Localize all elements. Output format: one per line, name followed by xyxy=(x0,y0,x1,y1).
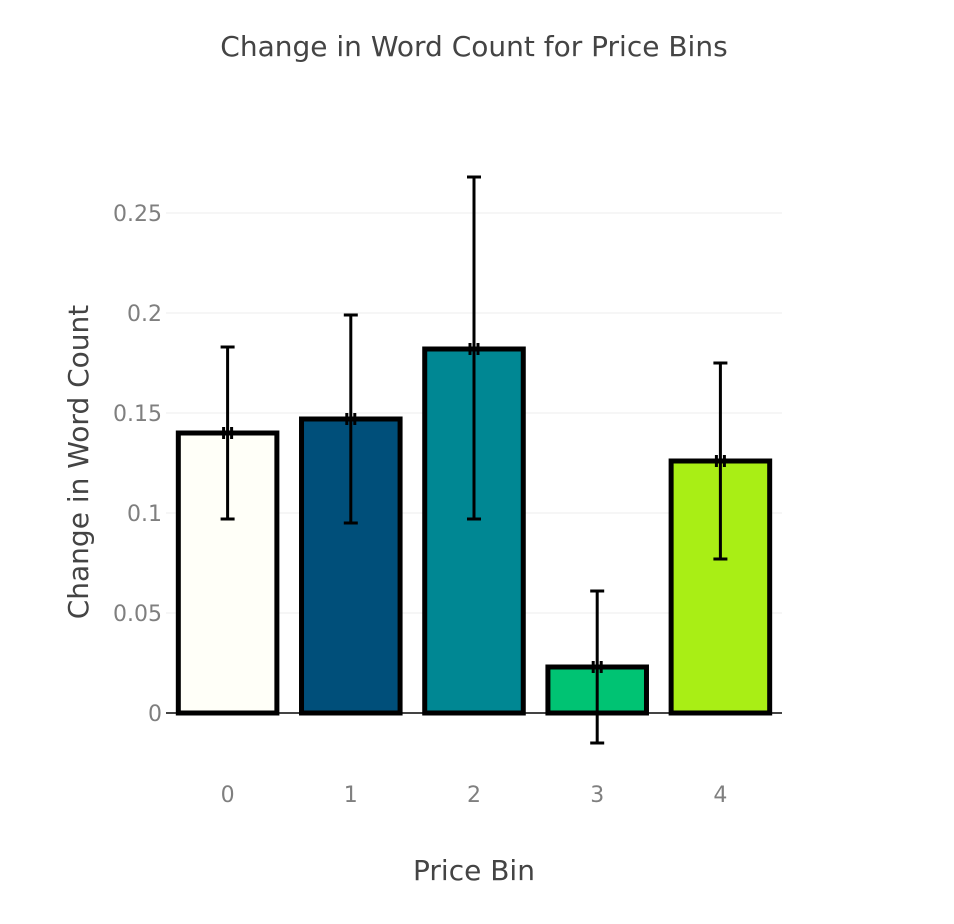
y-axis-ticks: 0 0.05 0.1 0.15 0.2 0.25 xyxy=(113,202,162,727)
x-tick-label: 2 xyxy=(467,783,481,808)
x-tick-label: 1 xyxy=(344,783,358,808)
x-tick-label: 0 xyxy=(221,783,235,808)
x-axis-title: Price Bin xyxy=(413,854,535,887)
y-tick-label: 0.15 xyxy=(113,402,162,427)
error-bars xyxy=(220,175,728,745)
y-tick-label: 0.2 xyxy=(127,302,162,327)
chart-title: Change in Word Count for Price Bins xyxy=(220,30,727,63)
error-bar-0 xyxy=(220,345,235,521)
y-tick-label: 0 xyxy=(148,702,162,727)
y-tick-label: 0.1 xyxy=(127,502,162,527)
y-axis-title: Change in Word Count xyxy=(62,305,95,620)
error-bar-4 xyxy=(713,361,728,561)
x-tick-label: 3 xyxy=(590,783,604,808)
error-bar-3 xyxy=(590,589,605,745)
error-bar-1 xyxy=(343,313,358,525)
y-tick-label: 0.25 xyxy=(113,202,162,227)
y-tick-label: 0.05 xyxy=(113,602,162,627)
error-bar-2 xyxy=(467,175,481,521)
x-tick-label: 4 xyxy=(713,783,727,808)
x-axis-ticks: 0 1 2 3 4 xyxy=(221,783,728,808)
